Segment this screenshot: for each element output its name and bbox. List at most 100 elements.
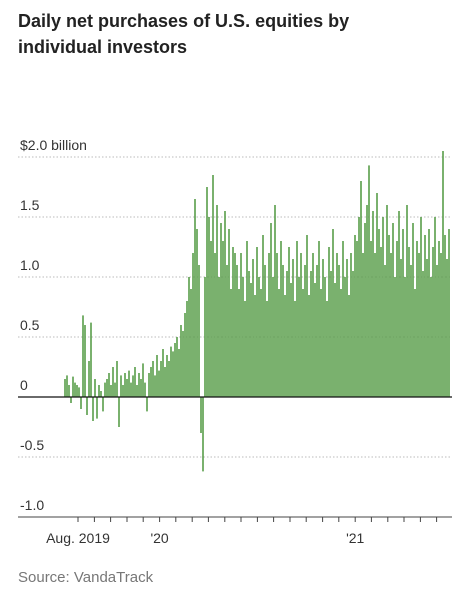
bar [276,253,278,397]
bar [362,253,364,397]
bar [304,265,306,397]
bar [448,229,450,397]
bar [320,289,322,397]
bar [296,241,298,397]
bar [382,217,384,397]
bar [324,277,326,397]
bar [340,289,342,397]
bar [102,397,104,412]
bar [96,397,98,419]
bar [138,373,140,397]
bar [98,385,100,397]
bar [114,382,116,397]
bar [228,229,230,397]
bar [130,382,132,397]
bar [68,385,70,397]
y-tick-label: 0 [20,377,28,393]
bar [322,259,324,397]
bar [356,241,358,397]
bar [436,265,438,397]
x-tick-label: '20 [150,530,168,546]
bar [202,397,204,472]
y-tick-label: 1.5 [20,197,40,213]
bar [146,397,148,412]
bar [298,277,300,397]
bar [136,385,138,397]
bar [282,265,284,397]
bar [318,241,320,397]
bar [424,235,426,397]
bar [394,277,396,397]
bar [82,315,84,397]
bar [134,367,136,397]
y-tick-label: $2.0 billion [20,137,87,153]
bar [186,301,188,397]
bar [236,265,238,397]
bar [406,205,408,397]
bar [388,235,390,397]
bar [392,223,394,397]
bar [214,253,216,397]
bar [280,241,282,397]
bar [74,382,76,397]
bar [216,205,218,397]
bar [328,247,330,397]
bar [108,373,110,397]
bar [204,277,206,397]
bar [192,253,194,397]
bar [208,217,210,397]
bar [222,241,224,397]
bar [330,271,332,397]
bar [152,361,154,397]
bar [258,277,260,397]
bar [112,367,114,397]
bar [378,229,380,397]
bar [168,361,170,397]
bar [80,397,82,409]
bar [148,373,150,397]
bar [346,259,348,397]
bar [426,259,428,397]
bar [438,241,440,397]
bar [332,229,334,397]
bar [194,199,196,397]
bar [364,223,366,397]
bar [182,331,184,397]
bar [256,247,258,397]
bar [374,253,376,397]
bar [344,277,346,397]
bar [430,277,432,397]
bar [302,289,304,397]
bar [94,379,96,397]
bar [286,271,288,397]
bar [106,379,108,397]
bar [166,355,168,397]
bar [154,375,156,397]
bar [230,289,232,397]
bar [158,370,160,397]
bar [64,379,66,397]
bar [366,205,368,397]
bar [422,271,424,397]
bar [396,241,398,397]
bar [428,229,430,397]
bar [262,235,264,397]
bar [210,241,212,397]
y-tick-label: 0.5 [20,317,40,333]
bar [386,205,388,397]
bar [226,265,228,397]
bar [172,351,174,397]
bar [212,175,214,397]
bar [390,253,392,397]
bar [376,193,378,397]
bar [232,247,234,397]
bar [440,253,442,397]
bar [120,375,122,397]
bar [250,283,252,397]
bar [238,289,240,397]
bar [84,325,86,397]
bar [308,295,310,397]
bar [126,379,128,397]
bar [314,283,316,397]
bar [442,151,444,397]
